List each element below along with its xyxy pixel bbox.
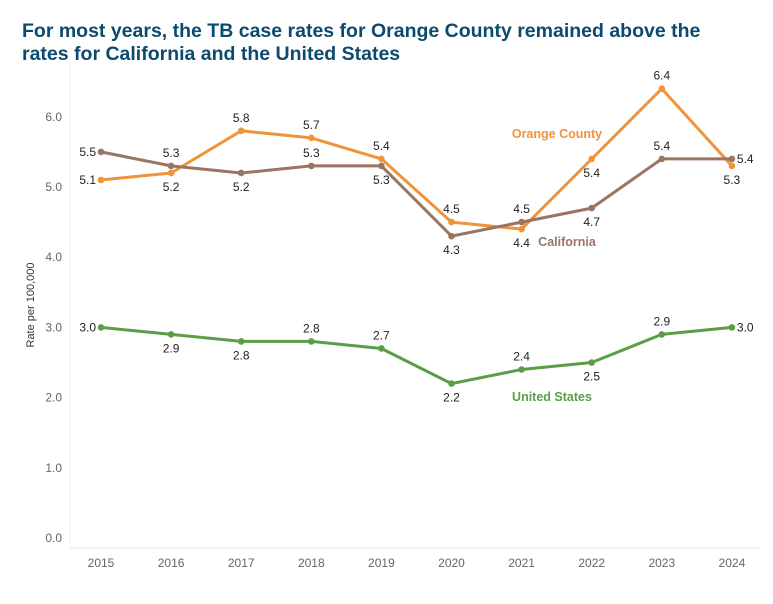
orange-county-point <box>658 85 666 93</box>
orange-county-point <box>97 176 105 184</box>
orange-county-data-label: 5.8 <box>233 111 250 125</box>
united-states-data-label: 3.0 <box>737 320 754 334</box>
y-tick-label: 6.0 <box>45 110 62 124</box>
x-tick-label: 2024 <box>719 556 746 570</box>
x-tick-label: 2015 <box>88 556 115 570</box>
orange-county-data-label: 6.4 <box>653 69 670 83</box>
united-states-point <box>728 324 736 331</box>
united-states-point <box>378 345 385 352</box>
series-points-group <box>97 85 736 387</box>
y-tick-label: 5.0 <box>45 180 62 194</box>
california-point <box>518 218 525 226</box>
california-point <box>658 155 666 163</box>
united-states-series-label: United States <box>512 390 592 404</box>
california-data-label: 5.5 <box>79 145 96 159</box>
california-data-label: 4.5 <box>513 202 530 216</box>
orange-county-data-label: 5.3 <box>724 173 741 187</box>
california-point <box>728 155 736 163</box>
y-tick-label: 3.0 <box>45 320 62 334</box>
orange-county-data-label: 5.1 <box>79 173 96 187</box>
california-line <box>99 150 734 238</box>
y-tick-label: 4.0 <box>45 250 62 264</box>
orange-county-series-label: Orange County <box>512 127 602 141</box>
y-tick-label: 0.0 <box>45 531 62 545</box>
united-states-data-label: 2.4 <box>513 350 530 364</box>
y-tick-label: 1.0 <box>45 461 62 475</box>
united-states-point <box>518 366 525 373</box>
orange-county-point <box>308 134 315 142</box>
united-states-point <box>448 380 455 387</box>
x-tick-label: 2017 <box>228 556 255 570</box>
orange-county-point <box>378 155 385 163</box>
united-states-data-label: 2.9 <box>163 341 180 355</box>
united-states-data-label: 2.9 <box>653 314 670 328</box>
x-tick-label: 2020 <box>438 556 465 570</box>
california-point <box>588 204 595 212</box>
orange-county-point <box>518 225 525 233</box>
california-data-label: 5.4 <box>737 152 754 166</box>
y-tick-label: 2.0 <box>45 391 62 405</box>
united-states-data-label: 2.7 <box>373 328 390 342</box>
orange-county-data-label: 5.7 <box>303 118 320 132</box>
california-point <box>378 162 385 170</box>
california-point <box>308 162 315 170</box>
data-labels-group: 5.1 5.2 5.8 5.7 5.4 4.5 4.4 5.4 6.4 5.3 5.5 5.3 5.2 5… <box>79 69 754 405</box>
california-data-label: 4.7 <box>583 215 600 229</box>
series-labels-group: Orange County California United States <box>512 127 602 404</box>
united-states-point <box>237 338 245 345</box>
x-tick-label: 2022 <box>578 556 605 570</box>
x-tick-label: 2018 <box>298 556 325 570</box>
orange-county-data-label: 4.4 <box>513 236 530 250</box>
united-states-data-label: 2.5 <box>583 370 600 384</box>
california-point <box>167 162 175 170</box>
united-states-line <box>99 325 734 386</box>
orange-county-point <box>448 218 455 226</box>
united-states-point <box>308 338 315 345</box>
united-states-data-label: 2.8 <box>233 348 250 362</box>
california-point <box>448 232 455 240</box>
orange-county-data-label: 5.4 <box>583 166 600 180</box>
california-data-label: 5.3 <box>303 146 320 160</box>
california-data-label: 5.2 <box>233 180 250 194</box>
axes-group: 0.0 1.0 2.0 3.0 4.0 5.0 6.0 2015 2016 2017 2018 201… <box>25 60 760 570</box>
california-data-label: 5.3 <box>163 146 180 160</box>
x-tick-label: 2016 <box>158 556 185 570</box>
united-states-point <box>588 359 595 366</box>
united-states-point <box>97 324 105 331</box>
orange-county-data-label: 5.2 <box>163 180 180 194</box>
united-states-data-label: 2.2 <box>443 391 460 405</box>
orange-county-line <box>99 87 734 231</box>
california-data-label: 5.3 <box>373 173 390 187</box>
chart-title: For most years, the TB case rates for Or… <box>22 20 701 65</box>
united-states-data-label: 3.0 <box>79 320 96 334</box>
california-point <box>97 148 105 156</box>
orange-county-point <box>237 127 245 135</box>
series-lines-group <box>99 87 734 386</box>
united-states-data-label: 2.8 <box>303 321 320 335</box>
orange-county-point <box>167 169 175 177</box>
orange-county-data-label: 5.4 <box>373 139 390 153</box>
california-series-label: California <box>538 235 597 249</box>
orange-county-point <box>588 155 595 163</box>
united-states-point <box>167 331 175 338</box>
x-tick-label: 2021 <box>508 556 535 570</box>
united-states-point <box>658 331 666 338</box>
x-tick-label: 2019 <box>368 556 395 570</box>
california-data-label: 5.4 <box>653 139 670 153</box>
x-tick-label: 2023 <box>648 556 675 570</box>
orange-county-data-label: 4.5 <box>443 202 460 216</box>
y-axis-label: Rate per 100,000 <box>25 262 37 347</box>
california-point <box>237 169 245 177</box>
orange-county-point <box>728 162 736 170</box>
california-data-label: 4.3 <box>443 243 460 257</box>
